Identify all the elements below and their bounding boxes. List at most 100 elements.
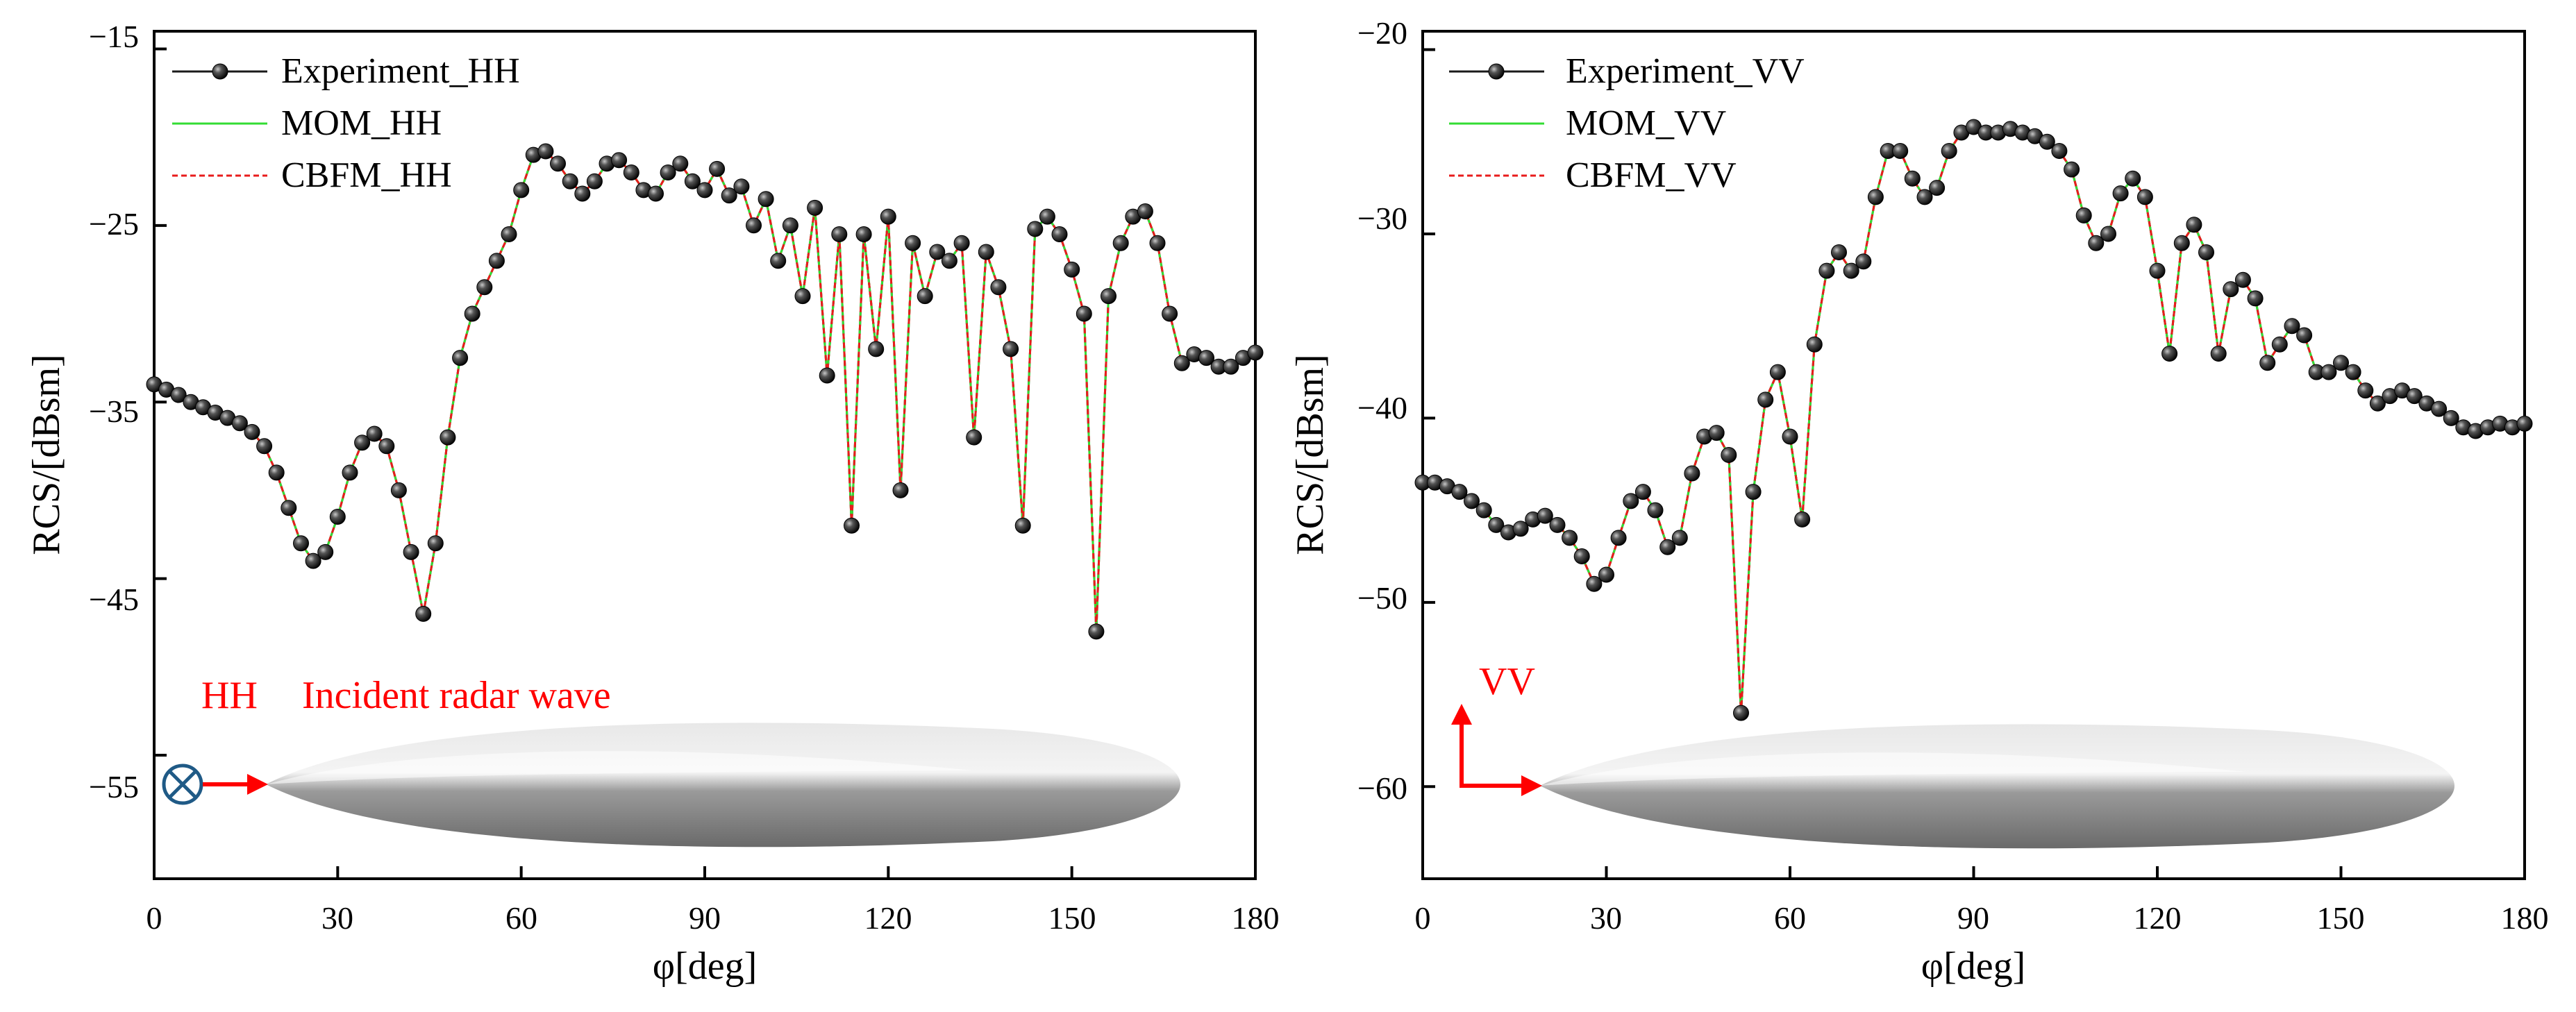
- vv-experiment-point: [2173, 235, 2190, 251]
- hh-experiment-point: [868, 341, 885, 357]
- hh-xtick-label: 180: [1232, 900, 1280, 936]
- hh-experiment-point: [1088, 623, 1105, 640]
- vv-experiment-point: [1598, 566, 1614, 583]
- vv-legend: Experiment_VV MOM_VV CBFM_VV: [1449, 51, 1805, 195]
- hh-experiment-point: [733, 178, 750, 195]
- vv-experiment-point: [1721, 447, 1737, 463]
- vv-experiment-point: [1769, 364, 1786, 380]
- hh-experiment-point: [586, 173, 603, 189]
- vv-experiment-point: [2051, 143, 2068, 159]
- hh-experiment-point: [794, 288, 811, 305]
- hh-y-tick-labels: −55 −45 −35 −25 −15: [89, 19, 139, 804]
- hh-experiment-point: [244, 423, 260, 440]
- hh-experiment-point: [880, 208, 896, 225]
- hh-legend: Experiment_HH MOM_HH CBFM_HH: [172, 51, 520, 195]
- hh-experiment-point: [1051, 226, 1068, 242]
- hh-experiment-point: [892, 482, 909, 498]
- vv-experiment-point: [1610, 530, 1627, 546]
- hh-experiment-point: [1162, 305, 1178, 322]
- vv-xtick-label: 150: [2317, 900, 2365, 936]
- hh-experiment-point: [1003, 341, 1019, 357]
- hh-experiment-point: [831, 226, 848, 242]
- hh-experiment-point: [329, 509, 346, 525]
- vv-experiment-point: [1916, 189, 1933, 205]
- vv-legend-experiment-label: Experiment_VV: [1566, 51, 1805, 91]
- hh-experiment-point: [917, 288, 933, 305]
- hh-experiment-point: [758, 191, 774, 208]
- vv-y-tick-labels: −60 −50 −40 −30 −20: [1357, 15, 1407, 806]
- hh-experiment-point: [1039, 208, 1055, 225]
- hh-xtick-label: 60: [505, 900, 537, 936]
- vv-xtick-label: 0: [1415, 900, 1431, 936]
- hh-experiment-point: [476, 279, 493, 296]
- hh-experiment-point: [1198, 350, 1214, 366]
- vv-chart: 0 30 60 90 120 150 180 −60 −50 −40 −30 −…: [1289, 15, 2549, 988]
- hh-experiment-point: [268, 464, 285, 481]
- vv-mom-line: [1423, 126, 2525, 714]
- hh-experiment-point: [1247, 344, 1264, 361]
- hh-experiment-point: [696, 182, 713, 199]
- vv-legend-experiment-marker: [1488, 63, 1505, 80]
- hh-experiment-point: [782, 217, 798, 234]
- vv-target-highlight: [1540, 752, 2246, 786]
- vv-experiment-point: [1451, 484, 1468, 500]
- hh-experiment-point: [709, 160, 726, 177]
- vv-experiment-point: [2443, 410, 2459, 426]
- hh-y-axis-label: RCS/[dBsm]: [25, 354, 68, 555]
- hh-experiment-point: [305, 553, 321, 569]
- hh-experiment-point: [231, 415, 248, 432]
- hh-experiment-point: [672, 155, 689, 172]
- vv-series-lines: [1423, 126, 2525, 714]
- hh-experiment-point: [452, 350, 469, 366]
- hh-experiment-point: [415, 605, 432, 622]
- vv-experiment-point: [1586, 575, 1603, 592]
- hh-experiment-point: [281, 500, 297, 516]
- vv-legend-cbfm-label: CBFM_VV: [1566, 155, 1737, 195]
- hh-experiment-point: [807, 199, 823, 216]
- hh-legend-experiment-marker: [212, 63, 228, 80]
- vv-experiment-point: [1782, 428, 1798, 445]
- hh-experiment-point: [537, 143, 554, 160]
- vv-experiment-point: [1867, 189, 1884, 205]
- vv-experiment-line: [1423, 126, 2525, 714]
- hh-experiment-point: [574, 185, 591, 202]
- vv-experiment-point: [1464, 493, 1480, 509]
- vv-xtick-label: 180: [2501, 900, 2549, 936]
- vv-experiment-point: [1708, 425, 1725, 441]
- vv-x-axis-label: φ[deg]: [1921, 945, 2025, 988]
- vv-experiment-point: [1671, 530, 1688, 546]
- hh-experiment-point: [978, 244, 994, 260]
- vv-experiment-point: [2039, 133, 2055, 150]
- hh-target-body: [266, 723, 1180, 847]
- hh-experiment-point: [660, 165, 676, 180]
- vv-experiment-point: [2112, 185, 2129, 202]
- hh-experiment-point: [390, 482, 407, 498]
- vv-experiment-point: [1806, 336, 1823, 353]
- hh-experiment-point: [990, 279, 1007, 296]
- vv-ytick-label: −30: [1357, 201, 1407, 236]
- vv-ytick-label: −20: [1357, 15, 1407, 51]
- vv-experiment-point: [1904, 170, 1921, 187]
- vv-experiment-point: [2223, 281, 2239, 298]
- vv-experiment-point: [2271, 336, 2288, 353]
- hh-experiment-point: [611, 152, 628, 169]
- vv-experiment-point: [1745, 484, 1762, 500]
- vv-experiment-point: [1843, 262, 1859, 279]
- vv-experiment-point: [1562, 530, 1578, 546]
- hh-legend-experiment-label: Experiment_HH: [281, 51, 520, 91]
- vv-experiment-markers: [1414, 119, 2533, 721]
- hh-experiment-point: [855, 226, 872, 242]
- vv-experiment-point: [2345, 364, 2361, 380]
- vv-experiment-point: [2516, 415, 2533, 432]
- hh-experiment-point: [905, 235, 921, 251]
- hh-experiment-point: [427, 535, 444, 552]
- hh-legend-mom-label: MOM_HH: [281, 103, 442, 143]
- hh-polarization-cross-b: [169, 770, 196, 798]
- vv-experiment-point: [2357, 382, 2374, 399]
- vv-experiment-point: [2320, 364, 2337, 380]
- hh-experiment-point: [256, 438, 273, 455]
- hh-experiment-point: [550, 155, 566, 172]
- hh-polarization-symbol-icon: [162, 764, 203, 805]
- vv-experiment-point: [2234, 271, 2251, 288]
- hh-polarization-label: HH: [201, 674, 258, 717]
